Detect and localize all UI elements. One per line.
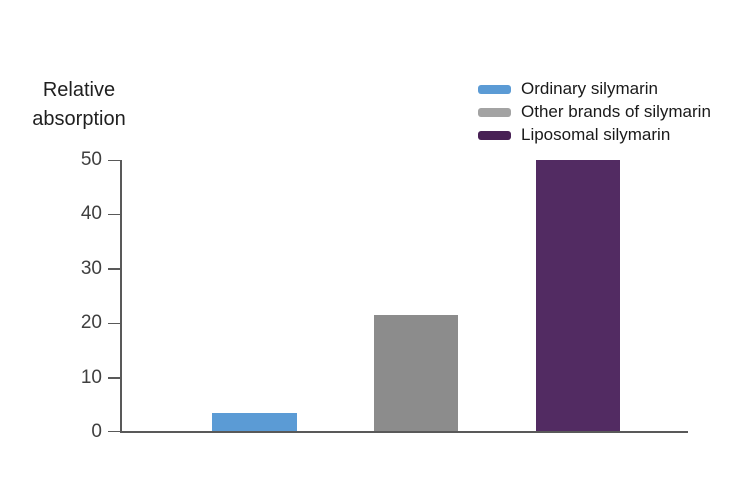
legend-swatch-ordinary bbox=[478, 84, 511, 94]
x-axis-line bbox=[120, 431, 688, 433]
y-axis-title: Relative absorption bbox=[8, 76, 150, 134]
legend-swatch-liposomal bbox=[478, 130, 511, 140]
legend-item: Ordinary silymarin bbox=[478, 78, 711, 100]
y-tick-label: 20 bbox=[80, 312, 102, 334]
y-axis-tick-labels: 0 10 20 30 40 50 bbox=[50, 149, 102, 442]
legend-label: Liposomal silymarin bbox=[521, 125, 671, 144]
y-axis-tick-marks bbox=[108, 159, 120, 432]
y-tick-label: 0 bbox=[91, 421, 102, 442]
y-axis-line bbox=[120, 160, 122, 432]
y-tick-label: 50 bbox=[80, 149, 102, 170]
y-tick-mark bbox=[108, 377, 120, 379]
legend: Ordinary silymarin Other brands of silym… bbox=[478, 78, 711, 147]
y-axis-title-line2: absorption bbox=[32, 108, 126, 130]
y-axis-title-line1: Relative bbox=[42, 79, 116, 101]
y-tick-mark bbox=[108, 268, 120, 270]
bar-ordinary-silymarin bbox=[212, 412, 297, 432]
bar-other-brands-of-silymarin bbox=[374, 315, 458, 432]
legend-label: Ordinary silymarin bbox=[521, 79, 658, 98]
y-tick-mark bbox=[108, 213, 120, 216]
y-tick-label: 30 bbox=[80, 257, 102, 279]
plot-area bbox=[120, 160, 688, 432]
y-tick-mark bbox=[108, 159, 120, 161]
y-tick-label: 10 bbox=[80, 366, 102, 388]
y-tick-label: 40 bbox=[80, 203, 102, 225]
legend-item: Liposomal silymarin bbox=[478, 124, 711, 146]
y-tick-mark bbox=[108, 322, 120, 325]
y-tick-mark bbox=[108, 430, 120, 432]
legend-swatch-other-brands bbox=[478, 107, 511, 117]
legend-item: Other brands of silymarin bbox=[478, 101, 711, 123]
bar-liposomal-silymarin bbox=[536, 160, 620, 432]
legend-label: Other brands of silymarin bbox=[521, 102, 711, 121]
